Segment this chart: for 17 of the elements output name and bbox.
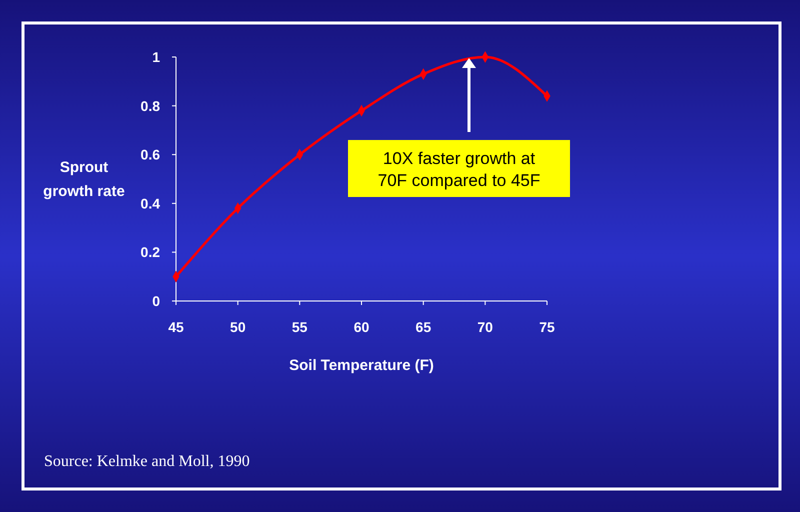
y-tick-label: 0.8 <box>140 98 160 114</box>
source-note: Source: Kelmke and Moll, 1990 <box>44 453 250 470</box>
x-tick-label: 45 <box>168 319 184 335</box>
x-tick-label: 75 <box>539 319 555 335</box>
x-tick-label: 60 <box>354 319 370 335</box>
x-tick-label: 55 <box>292 319 308 335</box>
x-axis-title: Soil Temperature (F) <box>289 357 434 374</box>
y-tick-label: 0.6 <box>140 146 160 163</box>
y-tick-label: 1 <box>152 49 160 65</box>
y-tick-label: 0.4 <box>140 195 160 212</box>
y-tick-label: 0.2 <box>140 244 160 260</box>
x-tick-label: 65 <box>416 319 432 335</box>
x-tick-label: 70 <box>477 319 494 335</box>
annotation: 10X faster growth at 70F compared to 45F <box>378 149 540 190</box>
y-tick-label: 0 <box>152 293 160 309</box>
x-tick-label: 50 <box>230 319 246 335</box>
y-axis-title: Sprout growth rate <box>43 159 125 200</box>
